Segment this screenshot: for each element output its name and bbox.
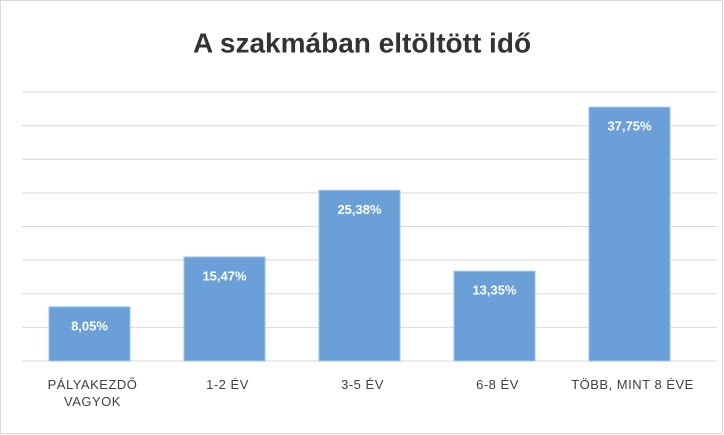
chart-title: A szakmában eltöltött idő [193, 27, 531, 58]
data-label: 15,47% [202, 268, 247, 283]
bar [183, 256, 266, 362]
data-label: 37,75% [607, 119, 652, 134]
bar [48, 306, 131, 362]
bar [318, 189, 401, 362]
x-tick-label: 6-8 ÉV [476, 377, 519, 392]
bar [588, 106, 671, 362]
data-label: 8,05% [71, 318, 108, 333]
data-label: 25,38% [337, 202, 382, 217]
x-tick-label: TÖBB, MINT 8 ÉVE [571, 377, 694, 392]
x-tick-label: PÁLYAKEZDŐ VAGYOK [47, 377, 138, 409]
bar [453, 270, 536, 362]
x-tick-label: 1-2 ÉV [206, 377, 249, 392]
x-tick-label: 3-5 ÉV [341, 377, 384, 392]
data-label: 13,35% [472, 283, 517, 298]
